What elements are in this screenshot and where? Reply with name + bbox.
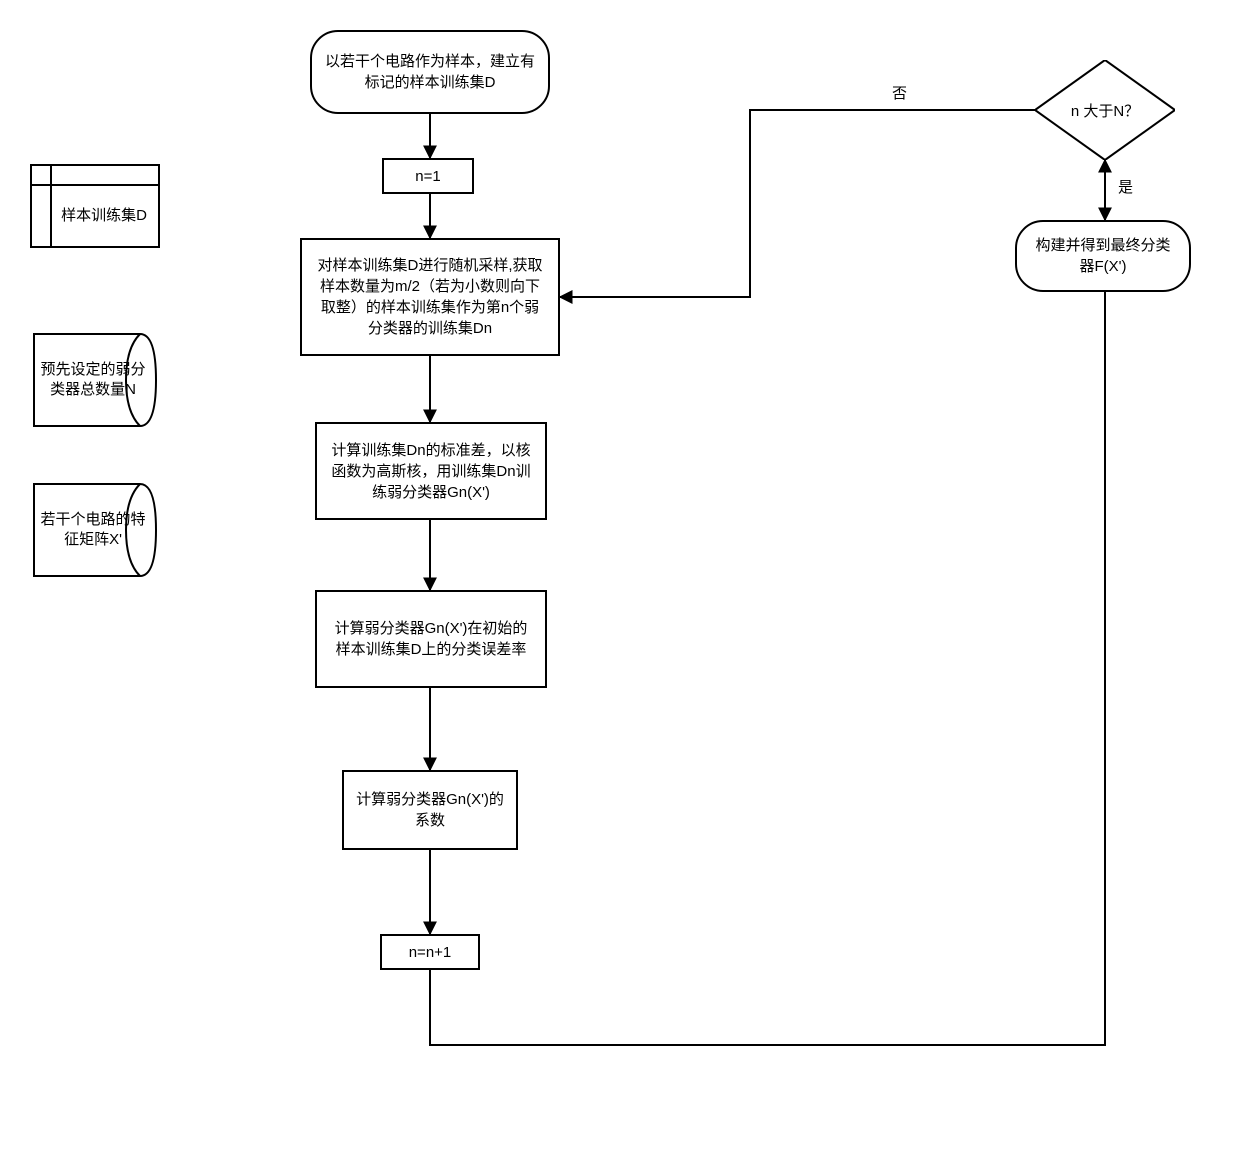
side-table-label: 样本训练集D bbox=[56, 204, 152, 225]
terminator-end: 构建并得到最终分类器F(X') bbox=[1015, 220, 1191, 292]
edge-label-dec-end: 是 bbox=[1116, 176, 1135, 197]
decision-dec-label: n 大于N？ bbox=[1035, 60, 1175, 160]
decision-dec: n 大于N？ bbox=[1035, 60, 1175, 160]
edge-label-dec-sample: 否 bbox=[890, 82, 909, 103]
side-doc-n-label: 预先设定的弱分类器总数量N bbox=[38, 360, 148, 401]
side-table-d: 样本训练集D bbox=[30, 164, 160, 248]
side-doc-x: 若干个电路的特征矩阵X' bbox=[30, 480, 160, 580]
process-err: 计算弱分类器Gn(X')在初始的样本训练集D上的分类误差率 bbox=[315, 590, 547, 688]
process-train: 计算训练集Dn的标准差，以核函数为高斯核，用训练集Dn训练弱分类器Gn(X') bbox=[315, 422, 547, 520]
terminator-start: 以若干个电路作为样本，建立有标记的样本训练集D bbox=[310, 30, 550, 114]
process-sample: 对样本训练集D进行随机采样,获取样本数量为m/2（若为小数则向下取整）的样本训练… bbox=[300, 238, 560, 356]
edge-dec-sample bbox=[560, 110, 1035, 297]
process-coef: 计算弱分类器Gn(X')的系数 bbox=[342, 770, 518, 850]
process-inc: n=n+1 bbox=[380, 934, 480, 970]
process-init: n=1 bbox=[382, 158, 474, 194]
side-doc-x-label: 若干个电路的特征矩阵X' bbox=[38, 510, 148, 551]
side-doc-n: 预先设定的弱分类器总数量N bbox=[30, 330, 160, 430]
